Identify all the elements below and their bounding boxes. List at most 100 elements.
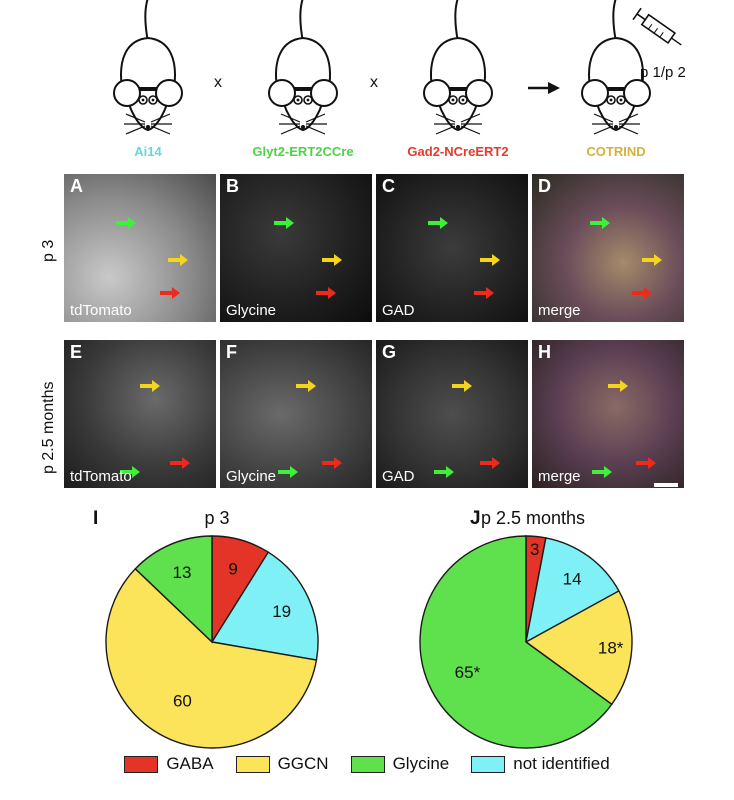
yellow-arrow-icon [480,254,500,266]
pie-title-adult: p 2.5 months [480,508,586,528]
micrograph-panel: F Glycine [220,340,372,488]
mouse-label-ai14: Ai14 [134,144,162,159]
stain-label: Glycine [226,302,277,319]
red-arrow-icon [160,287,180,299]
legend-item-glycine: Glycine [350,754,450,774]
yellow-arrow-icon [168,254,188,266]
panel-letter: B [226,176,239,196]
cross-operator: x [214,74,222,91]
pie-slice-glycine [134,535,213,644]
micrograph-panel: D merge [532,174,684,322]
arrow-markers [274,217,342,299]
mouse-glyt2-icon [268,0,338,135]
legend-label: GABA [166,754,214,773]
green-arrow-icon [116,217,136,229]
pie-value-label: 9 [228,560,237,579]
pie-value-label: 13 [173,563,192,582]
yellow-arrow-icon [452,380,472,392]
micrograph-panel: C GAD [376,174,528,322]
injection-label: p 1/p 2 [640,64,686,81]
yellow-arrow-icon [140,380,160,392]
pie-title-p3: p 3 [204,508,230,528]
legend-label: GGCN [277,754,329,773]
pie-value-label: 14 [563,570,582,589]
stain-label: GAD [382,302,415,319]
green-arrow-icon [592,466,612,478]
legend-swatch [471,755,506,773]
mouse-label-cotrind: COTRIND [586,144,646,159]
pie-value-label: 19 [272,602,291,621]
mouse-gad2-icon [423,0,493,135]
pie-value-label: 18* [598,638,624,657]
arrow-markers [278,380,342,478]
legend: GABA GGCN Glycine not identified [0,754,734,774]
row-label-p3: p 3 [40,239,57,262]
panel-letter: C [382,176,395,196]
arrow-markers [590,217,662,299]
yellow-arrow-icon [608,380,628,392]
arrow-markers [592,380,678,487]
syringe-icon [632,7,682,46]
legend-swatch [350,755,385,773]
yellow-arrow-icon [296,380,316,392]
arrow-markers [116,217,188,299]
pie-chart-adult: 3 14 18* 65* [419,535,633,749]
mouse-label-glyt2: Glyt2-ERT2CCre [252,144,354,159]
micrograph-panel: G GAD [376,340,528,488]
green-arrow-icon [274,217,294,229]
arrow-right-icon [528,82,560,94]
mouse-ai14-icon [113,0,183,135]
legend-item-ggcn: GGCN [235,754,329,774]
red-arrow-icon [170,457,190,469]
legend-swatch [124,755,159,773]
stain-label: merge [538,302,581,319]
panel-letter: E [70,342,83,362]
panel-letter: F [226,342,237,362]
arrow-markers [434,380,500,478]
green-arrow-icon [428,217,448,229]
stain-label: tdTomato [70,468,132,485]
pie-slice-ggcn [524,589,633,706]
micrograph-panel: A tdTomato [64,174,216,322]
scale-bar [654,483,678,487]
legend-item-not-identified: not identified [471,754,610,774]
pie-slice-not-identified [525,537,620,644]
panel-letter: D [538,176,551,196]
pie-slice-ggcn [105,567,318,749]
legend-label: Glycine [392,754,450,773]
red-arrow-icon [316,287,336,299]
cross-operator: x [370,74,378,91]
arrow-markers [120,380,190,478]
panel-letter: G [382,342,397,362]
green-arrow-icon [590,217,610,229]
legend-item-gaba: GABA [124,754,214,774]
pie-slice-not-identified [210,551,319,661]
red-arrow-icon [636,457,656,469]
stain-label: Glycine [226,468,277,485]
panel-letter-j: J [470,508,481,529]
pie-value-label: 60 [173,692,192,711]
legend-label: not identified [513,754,610,773]
row-label-adult: p 2.5 months [40,381,57,475]
red-arrow-icon [322,457,342,469]
stain-label: merge [538,468,581,485]
micrograph-panel: E tdTomato [64,340,216,488]
micrograph-panel: B Glycine [220,174,372,322]
arrow-markers [428,217,500,299]
red-arrow-icon [480,457,500,469]
red-arrow-icon [474,287,494,299]
pie-value-label: 3 [530,540,539,559]
red-arrow-icon [632,287,652,299]
mouse-label-gad2: Gad2-NCreERT2 [407,144,509,159]
stain-label: tdTomato [70,302,132,319]
green-arrow-icon [278,466,298,478]
pie-chart-p3: 9 19 60 13 [105,535,319,749]
pie-value-label: 65* [455,663,481,682]
green-arrow-icon [120,466,140,478]
green-arrow-icon [434,466,454,478]
micrograph-panel: H merge [532,340,684,488]
mouse-drawings [113,0,682,135]
panel-letter: A [70,176,83,196]
yellow-arrow-icon [642,254,662,266]
yellow-arrow-icon [322,254,342,266]
